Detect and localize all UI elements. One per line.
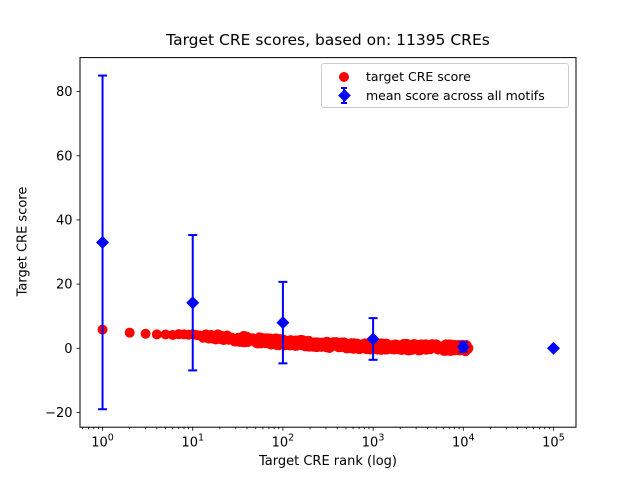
- x-axis-label: Target CRE rank (log): [259, 454, 397, 469]
- blue-diamond-marker-icon: [322, 86, 366, 105]
- y-tick-label: 0: [64, 342, 72, 357]
- mean-score-point: [546, 341, 560, 355]
- mean-score-point: [456, 340, 470, 354]
- target-cre-score-point: [151, 329, 162, 340]
- x-tick-label: 104: [452, 433, 475, 451]
- legend-label: target CRE score: [366, 69, 471, 84]
- x-tick-label: 105: [542, 433, 565, 451]
- x-tick-label: 103: [362, 433, 385, 451]
- legend-item-target-cre-score: target CRE score: [322, 67, 568, 86]
- mean-score-point: [366, 332, 380, 346]
- target-cre-score-point: [140, 328, 151, 339]
- x-tick-label: 101: [181, 433, 204, 451]
- legend-item-mean-score: mean score across all motifs: [322, 86, 568, 105]
- y-tick-label: 20: [56, 278, 73, 293]
- target-cre-score-point: [124, 327, 135, 338]
- blue-errorbar-series: [96, 74, 560, 411]
- mean-score-point: [276, 316, 290, 330]
- red-circle-marker-icon: [322, 67, 366, 86]
- chart-title: Target CRE scores, based on: 11395 CREs: [166, 31, 490, 49]
- legend: target CRE score mean score across all m…: [321, 63, 569, 108]
- x-axis-ticks: 100 101 102 103 104 105: [91, 427, 565, 451]
- x-tick-label: 100: [91, 433, 114, 451]
- x-tick-label: 102: [272, 433, 295, 451]
- y-axis-label: Target CRE score: [15, 186, 31, 297]
- x-minor-ticks: [82, 427, 550, 430]
- y-tick-label: 60: [56, 149, 73, 164]
- y-tick-label: 80: [56, 85, 73, 100]
- y-tick-label: −20: [45, 406, 72, 421]
- mean-score-point: [186, 296, 200, 310]
- y-tick-label: 40: [56, 213, 73, 228]
- plot-frame: [79, 57, 577, 428]
- y-axis-ticks: −20 0 20 40 60 80: [45, 85, 80, 421]
- red-scatter-series: [97, 324, 474, 357]
- target-cre-score-point: [160, 329, 171, 340]
- legend-label: mean score across all motifs: [366, 88, 545, 103]
- mean-score-point: [96, 235, 110, 249]
